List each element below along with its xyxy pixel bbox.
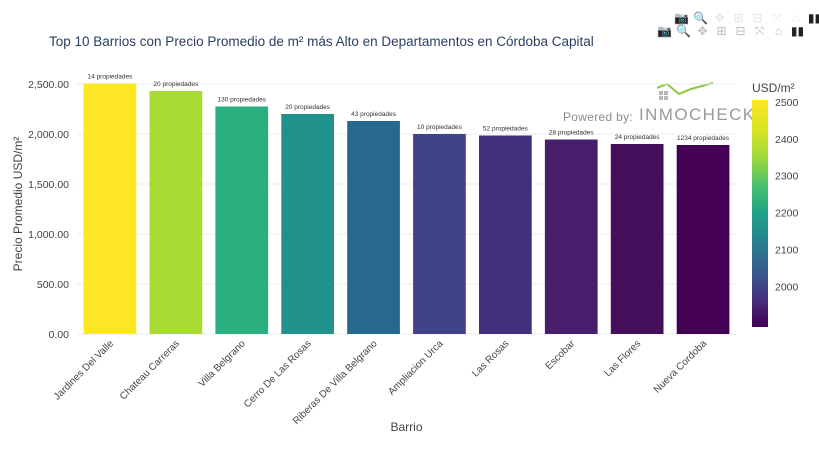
y-tick-label: 1,000.00 xyxy=(28,229,69,241)
x-tick-label: Nueva Cordoba xyxy=(652,338,710,396)
camera-icon: 📷 xyxy=(674,11,689,25)
bar-data-label: 43 propiedades xyxy=(351,111,397,118)
pan-icon[interactable]: ✥ xyxy=(697,24,708,38)
y-tick-label: 2,500.00 xyxy=(28,79,69,91)
y-tick-label: 500.00 xyxy=(37,279,69,291)
pan-icon: ✥ xyxy=(714,11,725,25)
inmocheck-logo-icon xyxy=(657,82,714,100)
zoom-out-icon[interactable]: ⊟ xyxy=(735,24,746,38)
bar-data-label: 10 propiedades xyxy=(417,124,463,131)
x-tick-label: Ampliacion Urca xyxy=(386,338,446,398)
bar-data-label: 24 propiedades xyxy=(615,134,661,141)
x-tick-label: Chateau Carreras xyxy=(118,338,182,402)
zoom-in-icon[interactable]: ⊞ xyxy=(716,24,727,38)
bar xyxy=(610,144,664,334)
x-tick-label: Villa Belgrano xyxy=(197,338,249,390)
bar xyxy=(413,134,466,334)
x-tick-label: Jardines Del Valle xyxy=(52,338,117,403)
x-tick-label: Cerro De Las Rosas xyxy=(242,338,314,410)
zoom-in-icon: ⊞ xyxy=(733,11,744,25)
bar xyxy=(478,135,532,334)
bar-data-label: 130 propiedades xyxy=(218,97,267,104)
powered-by-label: Powered by: xyxy=(563,110,634,124)
bar-data-label: 20 propiedades xyxy=(153,81,199,88)
bar xyxy=(676,145,730,334)
x-tick-label: Las Flores xyxy=(602,338,643,379)
home-icon[interactable]: ⌂ xyxy=(774,24,783,38)
zoom-out-icon: ⊟ xyxy=(752,11,763,25)
autoscale-icon[interactable]: ⤧ xyxy=(754,23,765,38)
modebar-hover-ghost: 📷 🔍 ✥ ⊞ ⊟ ⤧ ⌂ ▮▮ xyxy=(672,10,819,26)
zoom-icon[interactable]: 🔍 xyxy=(676,24,691,38)
bar xyxy=(83,83,137,334)
y-axis-title: Precio Promedio USD/m² xyxy=(11,137,25,272)
y-tick-label: 0.00 xyxy=(49,329,70,341)
colorbar-title: USD/m² xyxy=(752,81,795,95)
bar xyxy=(347,121,400,334)
bar-data-label: 28 propiedades xyxy=(549,130,595,137)
bar xyxy=(215,106,269,334)
colorbar-tick-label: 2300 xyxy=(775,171,799,183)
bar-data-label: 1234 propiedades xyxy=(677,135,730,142)
x-tick-label: Las Rosas xyxy=(470,338,511,379)
bar xyxy=(149,91,203,334)
bar-data-label: 14 propiedades xyxy=(88,74,134,81)
y-tick-label: 2,000.00 xyxy=(28,129,69,141)
y-tick-label: 1,500.00 xyxy=(28,179,69,191)
plotly-logo-icon[interactable]: ▮▮ xyxy=(790,24,805,38)
chart-title: Top 10 Barrios con Precio Promedio de m²… xyxy=(49,34,594,49)
x-tick-label: Escobar xyxy=(544,338,578,372)
zoom-icon: 🔍 xyxy=(693,11,708,25)
colorbar-tick-label: 2100 xyxy=(775,244,799,256)
x-axis-title: Barrio xyxy=(390,420,422,434)
colorbar-tick-label: 2200 xyxy=(775,208,799,220)
colorbar-tick-label: 2000 xyxy=(775,281,799,293)
colorbar-tick-label: 2500 xyxy=(775,97,799,109)
brand-name: INMOCHECK xyxy=(639,105,756,124)
bar xyxy=(281,114,335,334)
autoscale-icon: ⤧ xyxy=(771,10,782,25)
home-icon: ⌂ xyxy=(791,11,800,25)
modebar: 📷 🔍 ✥ ⊞ ⊟ ⤧ ⌂ ▮▮ xyxy=(655,23,807,39)
plotly-logo-icon: ▮▮ xyxy=(807,11,819,25)
colorbar-tick-label: 2400 xyxy=(775,134,799,146)
bar-data-label: 52 propiedades xyxy=(483,126,529,133)
bar-data-label: 20 propiedades xyxy=(285,104,331,111)
bar xyxy=(544,139,598,334)
colorbar-gradient xyxy=(752,100,768,327)
camera-icon[interactable]: 📷 xyxy=(657,24,672,38)
